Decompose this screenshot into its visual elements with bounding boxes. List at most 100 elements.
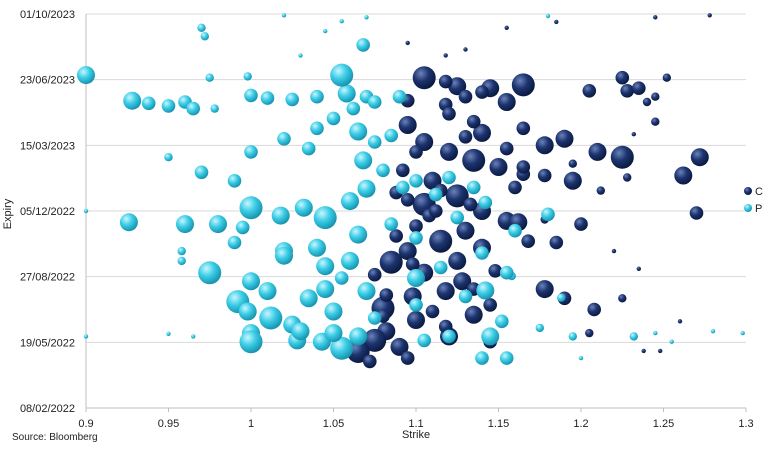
bubble-p [209, 215, 227, 234]
bubble-p [357, 282, 376, 301]
bubble-c [504, 25, 509, 30]
bubble-p [197, 23, 206, 32]
series-puts [77, 13, 745, 365]
legend: CP [744, 186, 763, 215]
bubble-p [141, 96, 156, 111]
bubble-p [356, 38, 371, 52]
bubble-p [243, 72, 252, 81]
bubble-c [398, 116, 417, 134]
bubble-p [166, 331, 171, 336]
bubble-p [294, 198, 313, 217]
bubble-c [489, 158, 508, 176]
bubble-c [429, 204, 443, 218]
bubble-c [462, 148, 486, 172]
y-axis-title: Expiry [2, 198, 14, 229]
bubble-c [453, 272, 472, 291]
bubble-c [658, 348, 663, 354]
bubble-c [436, 282, 455, 301]
bubble-c [443, 53, 448, 58]
bubble-c [379, 288, 394, 302]
x-tick-label: 1.05 [323, 418, 344, 430]
bubble-c [611, 248, 617, 254]
bubble-p [545, 13, 551, 19]
bubble-c [483, 298, 498, 312]
bubble-p [367, 311, 382, 325]
bubble-p [176, 215, 194, 234]
bubble-c [677, 319, 683, 324]
bubble-c [396, 163, 410, 178]
bubble-p [301, 141, 316, 156]
bubble-p [396, 180, 410, 195]
bubble-p [308, 238, 326, 257]
bubble-c [563, 171, 582, 190]
y-tick-labels: 08/02/2022 19/05/2022 27/08/2022 05/12/2022… [20, 9, 75, 415]
bubble-p [242, 272, 260, 291]
bubble-c [448, 251, 467, 270]
x-tick-label: 0.95 [158, 418, 179, 430]
bubble-c [516, 121, 531, 136]
bubble-p [83, 334, 89, 339]
bubble-c [641, 348, 646, 354]
bubble-p [291, 322, 310, 341]
bubble-c [400, 351, 415, 365]
bubble-c [535, 280, 554, 299]
legend-label-c: C [755, 186, 763, 198]
bubble-p [271, 206, 290, 225]
bubble-p [330, 63, 354, 87]
bubble-p [349, 122, 368, 141]
bubble-p [349, 225, 368, 244]
bubble-c [690, 148, 709, 167]
bubble-p [239, 196, 263, 220]
x-tick-labels: 0.9 0.95 1 1.05 1.1 1.15 1.2 1.25 1.3 [78, 418, 753, 430]
bubble-c [689, 206, 704, 220]
bubble-p [392, 89, 407, 104]
bubble-c [636, 266, 641, 271]
bubble-p [541, 207, 555, 222]
bubble-p [194, 165, 209, 180]
bubble-p [260, 91, 275, 105]
bubble-c [438, 74, 453, 89]
bubble-p [281, 13, 287, 18]
bubble-c [574, 217, 588, 231]
bubble-p [499, 265, 514, 280]
bubble-c [405, 257, 420, 272]
bubble-c [400, 193, 415, 207]
bubble-c [549, 235, 564, 250]
bubble-c [615, 70, 630, 85]
bubble-p [210, 104, 219, 113]
bubble-p [357, 179, 376, 198]
bubble-c [379, 250, 403, 274]
bubble-p [433, 260, 448, 275]
y-tick-label: 27/08/2022 [20, 272, 75, 284]
x-axis-title: Strike [402, 429, 430, 441]
bubble-p [669, 339, 674, 344]
bubble-c [642, 97, 652, 107]
y-tick-label: 19/05/2022 [20, 337, 75, 349]
legend-marker-c [744, 187, 752, 195]
bubble-c [398, 242, 417, 261]
bubble-p [466, 180, 481, 195]
bubble-p [285, 92, 300, 107]
bubble-p [557, 293, 566, 302]
bubble-c [488, 264, 503, 278]
bubble-p [578, 355, 584, 361]
x-tick-label: 1.15 [488, 418, 509, 430]
bubble-p [535, 323, 544, 333]
bubble-c [458, 130, 473, 144]
bubble-c [653, 15, 658, 20]
bubble-p [161, 99, 176, 113]
bubble-p [568, 332, 577, 341]
bubble-p [629, 332, 638, 341]
bubble-c [390, 337, 409, 356]
bubble-p [475, 246, 489, 260]
bubble-p [324, 324, 343, 343]
bubble-p [376, 163, 390, 178]
bubble-c [458, 89, 473, 104]
y-tick-label: 05/12/2022 [20, 206, 75, 218]
bubble-c [407, 311, 425, 329]
bubble-p [339, 19, 344, 24]
bubble-c [473, 123, 491, 142]
bubble-p [341, 251, 359, 270]
